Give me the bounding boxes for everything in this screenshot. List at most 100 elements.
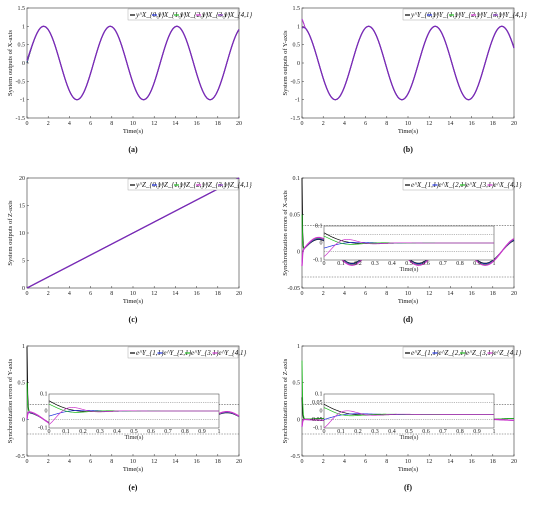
panel-caption: (d) (403, 315, 413, 324)
legend-label: y^X_{1,1} (157, 11, 186, 19)
inset-y-tick-label: 0 (320, 241, 323, 247)
x-tick-label: 8 (385, 291, 388, 297)
chart-panel-a: 0 2 4 6 8 10 12 14 16 18 20 -1.5 -1 -0.5 0 0.5 1 1.5 Time(… (0, 0, 275, 171)
x-tick-label: 2 (47, 291, 50, 297)
inset-series-line-4 (48, 407, 219, 425)
legend-label: y^Y_{1,1} (432, 11, 461, 19)
x-tick-label: 12 (151, 459, 157, 465)
x-tick-label: 8 (110, 459, 113, 465)
y-axis-label: System outputs of Z-axis (7, 200, 14, 266)
inset-x-tick-label: 0.8 (456, 429, 464, 435)
inset-series-line-4 (323, 239, 494, 257)
inset-y-tick-label: -0.1 (313, 426, 323, 432)
x-tick-label: 8 (110, 121, 113, 127)
x-tick-label: 12 (426, 459, 432, 465)
chart-svg-a: 0 2 4 6 8 10 12 14 16 18 20 -1.5 -1 -0.5 0 0.5 1 1.5 Time(… (7, 6, 252, 154)
inset-x-tick-label: 0.1 (337, 261, 345, 267)
legend-label: e^Z_{4,1} (494, 349, 522, 357)
x-tick-label: 20 (511, 121, 517, 127)
legend-label: y^X_{4,1} (223, 11, 252, 19)
y-tick-label: 1 (297, 344, 300, 350)
x-tick-label: 10 (130, 459, 136, 465)
inset-y-tick-label: 0.1 (40, 392, 48, 398)
inset-x-tick-label: 1 (493, 429, 496, 435)
x-tick-label: 0 (26, 291, 29, 297)
legend-label: y^X_{2,1} (179, 11, 208, 19)
inset-x-tick-label: 1 (218, 429, 221, 435)
x-tick-label: 12 (426, 121, 432, 127)
legend-label: e^Y_{1,1} (136, 349, 164, 357)
legend-label: e^Z_{1,1} (411, 349, 439, 357)
inset-y-tick-label: -0.05 (310, 417, 323, 423)
series-line-5 (301, 25, 515, 101)
legend-label: y^Z_{1,1} (157, 181, 186, 189)
inset-x-tick-label: 0.5 (405, 261, 413, 267)
y-axis-label: Synchronization errors of Z-axis (282, 358, 289, 443)
x-tick-label: 4 (343, 121, 346, 127)
y-tick-label: -0.5 (291, 454, 301, 460)
legend-label: y^Y_{0,1} (410, 11, 439, 19)
inset-x-tick-label: 0.2 (354, 429, 362, 435)
legend-label: y^Z_{2,1} (179, 181, 208, 189)
x-tick-label: 6 (89, 459, 92, 465)
y-tick-label: -1.5 (291, 116, 301, 122)
inset-y-tick-label: 0.05 (312, 400, 323, 406)
series-line-2 (26, 25, 240, 101)
inset-x-tick-label: 0.5 (130, 429, 138, 435)
y-tick-label: 0.5 (18, 43, 26, 49)
legend-label: y^X_{3,1} (201, 11, 230, 19)
inset-x-tick-label: 0.3 (371, 261, 379, 267)
chart-svg-b: 0 2 4 6 8 10 12 14 16 18 20 -1.5 -1 -0.5 0 0.5 1 1.5 Time(… (282, 6, 527, 154)
y-tick-label: 20 (19, 176, 25, 182)
legend-label: y^Z_{4,1} (223, 181, 252, 189)
legend-label: y^Z_{0,1} (135, 181, 164, 189)
inset-x-tick-label: 0.7 (439, 261, 447, 267)
chart-svg-d: 0 2 4 6 8 10 12 14 16 18 20-0.0500.050.1Time(s)Syn… (282, 176, 522, 324)
y-tick-label: 1.5 (18, 6, 26, 12)
x-tick-label: 6 (89, 121, 92, 127)
inset-x-tick-label: 0.1 (337, 429, 345, 435)
chart-svg-f: 0 2 4 6 8 10 12 14 16 18 20-0.500.51Time(s)Synchro… (282, 344, 522, 492)
y-tick-label: -0.5 (16, 79, 26, 85)
x-tick-label: 10 (405, 459, 411, 465)
legend-box (127, 346, 239, 359)
x-tick-label: 4 (68, 121, 71, 127)
y-tick-label: 1.5 (293, 6, 301, 12)
y-tick-label: 1 (22, 24, 25, 30)
x-tick-label: 0 (26, 459, 29, 465)
chart-panel-c: 0 2 4 6 8 10 12 14 16 18 20 0 5 10 15 20 Time(s) System o… (0, 170, 275, 341)
series-line-4 (301, 18, 515, 101)
x-tick-label: 2 (322, 291, 325, 297)
inset-x-tick-label: 0.8 (456, 261, 464, 267)
y-tick-label: 0.5 (293, 43, 301, 49)
panel-caption: (b) (403, 145, 413, 154)
inset-x-tick-label: 0 (48, 429, 51, 435)
inset-x-tick-label: 0.9 (473, 429, 481, 435)
x-tick-label: 20 (511, 459, 517, 465)
x-tick-label: 14 (447, 121, 453, 127)
x-tick-label: 16 (469, 121, 475, 127)
x-tick-label: 12 (426, 291, 432, 297)
inset-x-tick-label: 0.1 (62, 429, 70, 435)
x-tick-label: 10 (405, 121, 411, 127)
x-tick-label: 4 (68, 291, 71, 297)
y-tick-label: 1 (297, 24, 300, 30)
legend-box (127, 178, 239, 191)
y-axis-label: Synchronization errors of X-axis (282, 190, 289, 276)
chart-svg-e: 0 2 4 6 8 10 12 14 16 18 20-0.500.51Time(s)Synchro… (7, 344, 247, 492)
chart-panel-e: 0 2 4 6 8 10 12 14 16 18 20 -0.5 0 0.5 1 Time(s) Synchro… (0, 338, 275, 509)
chart-svg-c: 0 2 4 6 8 10 12 14 16 18 20 0 5 10 15 20 Time(s) System o… (7, 176, 252, 324)
x-tick-label: 18 (215, 121, 221, 127)
plot-frame (26, 7, 240, 119)
x-tick-label: 0 (301, 121, 304, 127)
x-tick-label: 4 (343, 291, 346, 297)
y-tick-label: 0 (22, 286, 25, 292)
legend-label: e^X_{4,1} (494, 181, 522, 189)
legend-label: e^Y_{4,1} (219, 349, 247, 357)
x-axis-label: Time(s) (398, 466, 418, 473)
x-tick-label: 16 (194, 459, 200, 465)
x-tick-label: 0 (26, 121, 29, 127)
x-tick-label: 6 (364, 459, 367, 465)
x-tick-label: 20 (236, 291, 242, 297)
x-tick-label: 18 (490, 459, 496, 465)
